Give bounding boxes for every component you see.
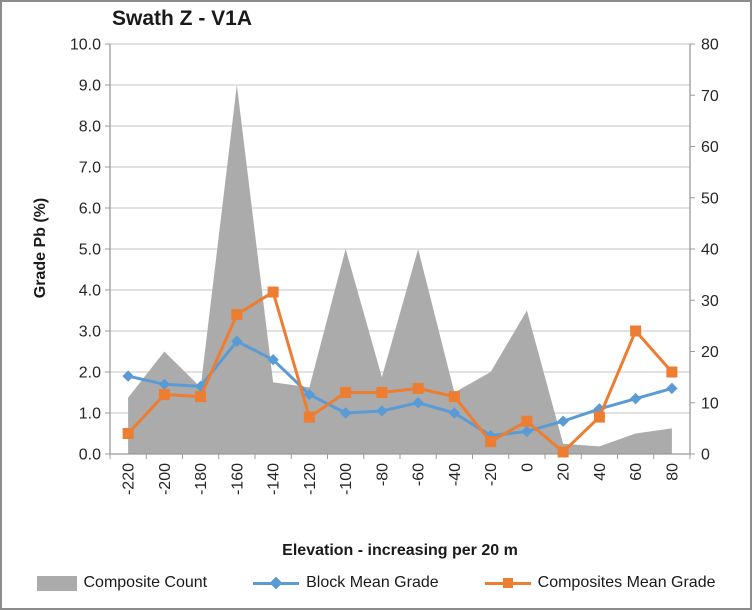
composite-count-area (128, 85, 672, 454)
composites-mean-grade-marker (630, 325, 642, 337)
composites-mean-grade-marker (231, 309, 243, 321)
right-axis-tick-label: 80 (701, 37, 719, 54)
x-axis-tick-label: -40 (447, 463, 464, 486)
x-axis-tick-label: 60 (628, 463, 645, 481)
legend-label: Composites Mean Grade (537, 574, 716, 591)
composites-mean-grade-marker (195, 391, 207, 403)
y-axis-title: Grade Pb (%) (32, 197, 49, 299)
composites-mean-grade-marker (593, 411, 605, 423)
x-axis-tick-label: -80 (374, 463, 391, 486)
left-axis-tick-label: 6.0 (79, 201, 101, 218)
left-axis-tick-label: 8.0 (79, 119, 101, 136)
composites-mean-grade-marker (666, 366, 678, 378)
left-axis-tick-label: 7.0 (79, 160, 101, 177)
block-mean-grade-marker (303, 388, 316, 401)
left-axis-tick-label: 4.0 (79, 283, 101, 300)
right-axis-tick-label: 0 (701, 447, 710, 464)
block-mean-grade-marker (557, 415, 569, 427)
left-axis-tick-label: 0.0 (79, 447, 101, 464)
right-axis-tick-label: 10 (701, 395, 719, 412)
block-mean-grade-marker (376, 405, 388, 417)
block-mean-grade-swatch (253, 576, 300, 590)
left-axis-tick-label: 5.0 (79, 242, 101, 259)
chart-title: Swath Z - V1A (112, 7, 253, 30)
legend-label: Composite Count (83, 574, 208, 591)
block-mean-grade-marker (231, 335, 243, 347)
left-axis-tick-label: 2.0 (79, 365, 101, 382)
block-mean-grade-marker (666, 382, 678, 395)
composites-mean-grade-marker (412, 382, 424, 394)
block-mean-grade-marker (521, 425, 533, 438)
composites-mean-grade-swatch (484, 576, 531, 590)
right-axis-tick-label: 60 (701, 139, 719, 156)
diamond-marker-icon (269, 576, 283, 590)
x-axis-tick-label: -140 (266, 463, 283, 495)
square-marker-icon (502, 578, 513, 588)
right-axis-tick-label: 40 (701, 242, 719, 259)
composites-mean-grade-marker (158, 389, 170, 401)
composites-mean-grade-marker (122, 428, 134, 439)
left-axis-tick-label: 9.0 (79, 78, 101, 95)
block-mean-grade-marker (412, 397, 424, 409)
block-mean-grade-marker (448, 407, 461, 419)
x-axis-tick-label: -120 (302, 463, 319, 495)
left-axis-tick-label: 3.0 (79, 324, 101, 341)
composites-mean-grade-marker (557, 446, 569, 458)
block-mean-grade-line (126, 339, 674, 438)
left-axis-tick-label: 10.0 (70, 37, 101, 54)
x-axis-tick-label: -220 (121, 463, 138, 495)
composites-mean-grade-marker (485, 436, 497, 448)
right-axis-tick-label: 20 (701, 344, 719, 361)
legend-item-composite-count: Composite Count (36, 574, 208, 592)
x-axis-tick-label: 40 (592, 463, 609, 481)
left-axis-tick-label: 1.0 (79, 406, 101, 423)
composites-mean-grade-marker (340, 387, 352, 398)
x-axis-tick-label: 80 (664, 463, 681, 481)
block-mean-grade-marker (629, 392, 642, 405)
legend: Composite Count Block Mean Grade Composi… (2, 574, 750, 592)
right-axis-tick-label: 50 (701, 190, 719, 207)
legend-label: Block Mean Grade (306, 574, 439, 591)
x-axis-tick-label: -200 (157, 463, 174, 495)
x-axis-tick-label: -180 (193, 463, 210, 495)
x-axis-tick-label: -160 (229, 463, 246, 495)
x-axis-tick-label: -60 (411, 463, 428, 486)
legend-item-composites-mean-grade: Composites Mean Grade (484, 574, 716, 592)
composite-count-swatch (36, 575, 77, 591)
right-axis-tick-label: 30 (701, 293, 719, 310)
composites-mean-grade-line (126, 290, 674, 454)
plot-area: 0.0 1.0 2.0 3.0 4.0 5.0 6.0 7.0 8.0 9.0 10.0 0 10 20 3… (70, 37, 719, 495)
block-mean-grade-marker (122, 370, 134, 382)
x-axis-title: Elevation - increasing per 20 m (282, 542, 518, 559)
x-axis-tick-label: -20 (483, 463, 500, 486)
legend-item-block-mean-grade: Block Mean Grade (253, 574, 439, 592)
block-mean-grade-marker (267, 353, 279, 366)
x-axis-tick-label: -100 (338, 463, 355, 495)
composites-mean-grade-marker (448, 391, 460, 403)
x-axis-tick-label: 20 (556, 463, 573, 481)
composites-mean-grade-marker (376, 387, 388, 398)
composites-mean-grade-marker (267, 286, 279, 298)
block-mean-grade-marker (339, 407, 352, 419)
composites-mean-grade-marker (303, 411, 315, 423)
composites-mean-grade-marker (521, 415, 533, 427)
right-axis-tick-label: 70 (701, 88, 719, 105)
x-axis-tick-label: 0 (519, 463, 536, 472)
